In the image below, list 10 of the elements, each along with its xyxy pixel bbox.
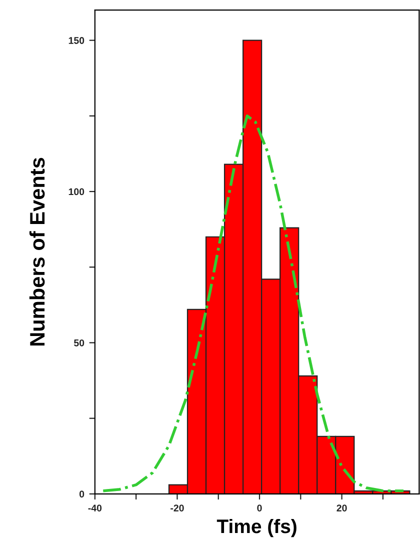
y-tick-label: 0 — [79, 490, 84, 498]
y-axis-title: Numbers of Events — [29, 158, 45, 346]
y-tick-label: 150 — [68, 37, 84, 44]
x-tick-label: -20 — [170, 504, 184, 512]
x-tick-label: -40 — [88, 504, 102, 512]
x-tick-label: 0 — [257, 504, 262, 512]
y-tick-label: 100 — [68, 188, 84, 196]
x-axis-title: Time (fs) — [216, 518, 296, 538]
y-tick-label: 50 — [74, 339, 84, 346]
x-tick-label: 20 — [336, 504, 347, 512]
